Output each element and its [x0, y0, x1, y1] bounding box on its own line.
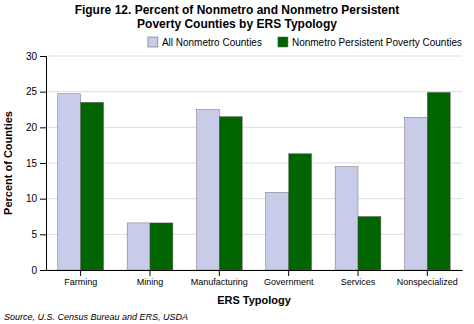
bar	[335, 167, 358, 270]
x-axis-title: ERS Typology	[217, 294, 292, 306]
grid-line	[46, 56, 462, 57]
x-axis: Farming Mining Manufacturing Government Serv…	[47, 270, 463, 287]
y-axis-title: Percent of Counties	[2, 111, 14, 215]
tick-label: 10	[26, 193, 38, 204]
grid-line	[46, 163, 462, 164]
y-axis: 0 5 10 15 20 25 30	[26, 51, 47, 276]
bar	[404, 117, 427, 270]
axis-domain	[47, 270, 463, 271]
title-line: Figure 12. Percent of Nonmetro and Nonme…	[75, 3, 400, 17]
bar	[196, 110, 219, 271]
tick-label: Mining	[137, 277, 164, 287]
axis-domain	[40, 57, 47, 271]
bars	[58, 92, 450, 270]
y-tick: 25	[26, 86, 46, 97]
x-tick: Services	[341, 270, 376, 287]
x-tick: Farming	[64, 270, 97, 287]
tick-label: 25	[26, 86, 38, 97]
legend-swatch	[148, 37, 158, 47]
bar	[58, 94, 81, 270]
bar	[150, 223, 173, 270]
y-tick: 10	[26, 193, 46, 204]
tick-label: Services	[341, 277, 376, 287]
y-tick: 15	[26, 158, 46, 169]
grid	[46, 56, 462, 270]
tick-mark	[40, 127, 46, 128]
legend: All Nonmetro Counties Nonmetro Persistent…	[148, 37, 462, 48]
tick-label: 5	[31, 229, 37, 240]
x-tick: Mining	[137, 270, 164, 287]
tick-mark	[40, 199, 46, 200]
tick-mark	[40, 234, 46, 235]
y-tick: 0	[31, 265, 46, 276]
tick-label: 0	[31, 265, 37, 276]
grid-line	[46, 127, 462, 128]
y-tick: 5	[31, 229, 46, 240]
tick-mark	[427, 270, 428, 276]
tick-mark	[40, 270, 46, 271]
tick-mark	[219, 270, 220, 276]
grid-line	[46, 91, 462, 92]
legend-label: Nonmetro Persistent Poverty Counties	[292, 37, 462, 48]
bar	[289, 154, 312, 270]
grid-line	[46, 270, 462, 271]
bar	[81, 102, 104, 270]
bar	[127, 223, 150, 270]
tick-mark	[40, 163, 46, 164]
tick-mark	[150, 270, 151, 276]
tick-label: Farming	[64, 277, 97, 287]
legend-label: All Nonmetro Counties	[162, 37, 262, 48]
tick-label: 20	[26, 122, 38, 133]
source: Source, U.S. Census Bureau and ERS, USDA	[4, 312, 188, 322]
title: Figure 12. Percent of Nonmetro and Nonme…	[75, 3, 400, 31]
tick-label: 15	[26, 158, 38, 169]
tick-mark	[80, 270, 81, 276]
legend-item: Nonmetro Persistent Poverty Counties	[278, 37, 462, 48]
legend-item: All Nonmetro Counties	[148, 37, 262, 48]
tick-mark	[288, 270, 289, 276]
y-tick: 20	[26, 122, 46, 133]
title-line: Poverty Counties by ERS Typology	[137, 17, 337, 31]
x-tick: Government	[264, 270, 314, 287]
chart: Figure 12. Percent of Nonmetro and Nonme…	[0, 0, 474, 324]
tick-mark	[358, 270, 359, 276]
x-tick: Manufacturing	[191, 270, 248, 287]
bar	[266, 192, 289, 270]
tick-label: Nonspecialized	[397, 277, 458, 287]
bar	[358, 217, 381, 271]
y-tick: 30	[26, 51, 46, 62]
legend-swatch	[278, 37, 288, 47]
bar	[219, 117, 242, 270]
series	[81, 92, 451, 270]
bar	[427, 92, 450, 270]
series	[58, 94, 428, 270]
tick-label: 30	[26, 51, 38, 62]
x-tick: Nonspecialized	[397, 270, 458, 287]
tick-mark	[40, 92, 46, 93]
tick-mark	[40, 56, 46, 57]
grid-line	[46, 198, 462, 199]
tick-label: Government	[264, 277, 314, 287]
grid-line	[46, 234, 462, 235]
tick-label: Manufacturing	[191, 277, 248, 287]
plot: 0 5 10 15 20 25 30 Farming Mining Manufacturing Go…	[26, 51, 463, 288]
